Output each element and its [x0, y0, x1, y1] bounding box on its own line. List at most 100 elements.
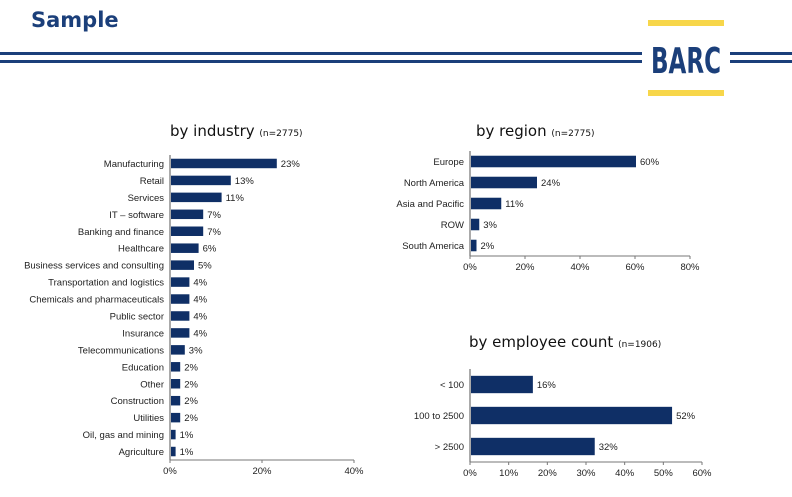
industry-category-label: Oil, gas and mining [83, 430, 164, 441]
industry-x-tick-label: 0% [163, 466, 177, 477]
header-stripe-top-right [730, 52, 792, 55]
employee-title-text: by employee count [469, 333, 614, 351]
industry-bar [171, 294, 190, 304]
industry-category-label: Insurance [122, 328, 164, 339]
industry-value-label: 2% [184, 362, 198, 373]
industry-bar [171, 192, 222, 203]
region-sample-size: (n=2775) [551, 129, 595, 139]
industry-bar [171, 395, 181, 406]
region-x-tick-label: 60% [625, 262, 645, 273]
industry-bar [171, 158, 277, 169]
employee-category-label: < 100 [440, 380, 464, 391]
employee-value-label: 16% [537, 380, 557, 391]
industry-title-text: by industry [170, 122, 255, 140]
region-bar [471, 155, 636, 168]
industry-value-label: 11% [226, 193, 245, 204]
industry-value-label: 1% [180, 430, 194, 441]
industry-bar [171, 277, 190, 287]
industry-bar [171, 260, 194, 270]
industry-bar [171, 243, 199, 253]
industry-value-label: 7% [207, 210, 221, 221]
industry-value-label: 4% [193, 328, 207, 339]
industry-value-label: 4% [193, 311, 207, 322]
industry-bar [171, 328, 190, 338]
industry-bar [171, 412, 181, 423]
employee-x-tick-label: 40% [615, 468, 635, 479]
region-chart-title: by region (n=2775) [476, 122, 595, 140]
region-title-text: by region [476, 122, 547, 140]
industry-category-label: Agriculture [119, 447, 164, 458]
industry-category-label: Telecommunications [78, 345, 164, 356]
industry-sample-size: (n=2775) [259, 129, 303, 139]
header-stripe-bottom [0, 60, 642, 63]
employee-bar [471, 406, 673, 425]
employee-bar [471, 375, 533, 394]
region-x-tick-label: 0% [463, 262, 477, 273]
region-value-label: 2% [481, 241, 495, 252]
employee-value-label: 32% [599, 442, 619, 453]
industry-value-label: 6% [203, 244, 217, 255]
industry-bar [171, 175, 231, 186]
industry-x-tick-label: 20% [252, 466, 272, 477]
region-bar [471, 218, 480, 231]
industry-bar [171, 379, 181, 389]
header-stripe-bottom-right [730, 60, 792, 63]
industry-value-label: 4% [193, 295, 207, 306]
industry-bar [171, 209, 204, 220]
region-bar [471, 239, 477, 252]
slide-title: Sample [31, 8, 119, 32]
region-value-label: 60% [640, 157, 660, 168]
employee-sample-size: (n=1906) [618, 340, 662, 350]
industry-category-label: Other [140, 379, 164, 390]
employee-x-tick-label: 20% [538, 468, 558, 479]
industry-value-label: 2% [184, 413, 198, 424]
industry-category-label: Chemicals and pharmaceuticals [29, 295, 164, 306]
region-x-tick-label: 20% [515, 262, 535, 273]
industry-category-label: Healthcare [118, 244, 164, 255]
employee-x-tick-label: 10% [499, 468, 519, 479]
industry-category-label: IT – software [109, 210, 164, 221]
industry-bar [171, 362, 181, 372]
industry-bar [171, 226, 204, 236]
industry-value-label: 1% [180, 447, 194, 458]
region-value-label: 3% [483, 220, 497, 231]
region-bar [471, 197, 502, 210]
industry-category-label: Retail [140, 176, 164, 187]
industry-category-label: Public sector [110, 311, 164, 322]
employee-x-tick-label: 0% [463, 468, 477, 479]
region-bar [471, 176, 537, 189]
employee-category-label: > 2500 [435, 442, 464, 453]
industry-category-label: Education [122, 362, 164, 373]
industry-category-label: Manufacturing [104, 159, 164, 170]
employee-x-tick-label: 60% [692, 468, 712, 479]
industry-bar [171, 429, 176, 440]
region-category-label: South America [402, 241, 464, 252]
region-value-label: 11% [505, 199, 524, 210]
employee-x-tick-label: 50% [654, 468, 674, 479]
region-category-label: Asia and Pacific [396, 199, 464, 210]
industry-category-label: Transportation and logistics [48, 278, 164, 289]
industry-chart-title: by industry (n=2775) [170, 122, 303, 140]
industry-x-tick-label: 40% [344, 466, 364, 477]
region-x-tick-label: 80% [680, 262, 700, 273]
employee-x-tick-label: 30% [576, 468, 596, 479]
employee-value-label: 52% [676, 411, 696, 422]
employee-bar [471, 437, 595, 456]
industry-value-label: 2% [184, 396, 198, 407]
industry-value-label: 13% [235, 176, 255, 187]
industry-value-label: 2% [184, 379, 198, 390]
region-value-label: 24% [541, 178, 561, 189]
region-category-label: Europe [433, 157, 464, 168]
region-category-label: North America [404, 178, 465, 189]
industry-value-label: 23% [281, 159, 301, 170]
industry-category-label: Services [128, 193, 165, 204]
industry-value-label: 5% [198, 261, 212, 272]
barc-logo: BARC [648, 20, 724, 96]
header-stripe-top [0, 52, 642, 55]
logo-text: BARC [651, 41, 721, 82]
region-x-tick-label: 40% [570, 262, 590, 273]
industry-value-label: 7% [207, 227, 221, 238]
